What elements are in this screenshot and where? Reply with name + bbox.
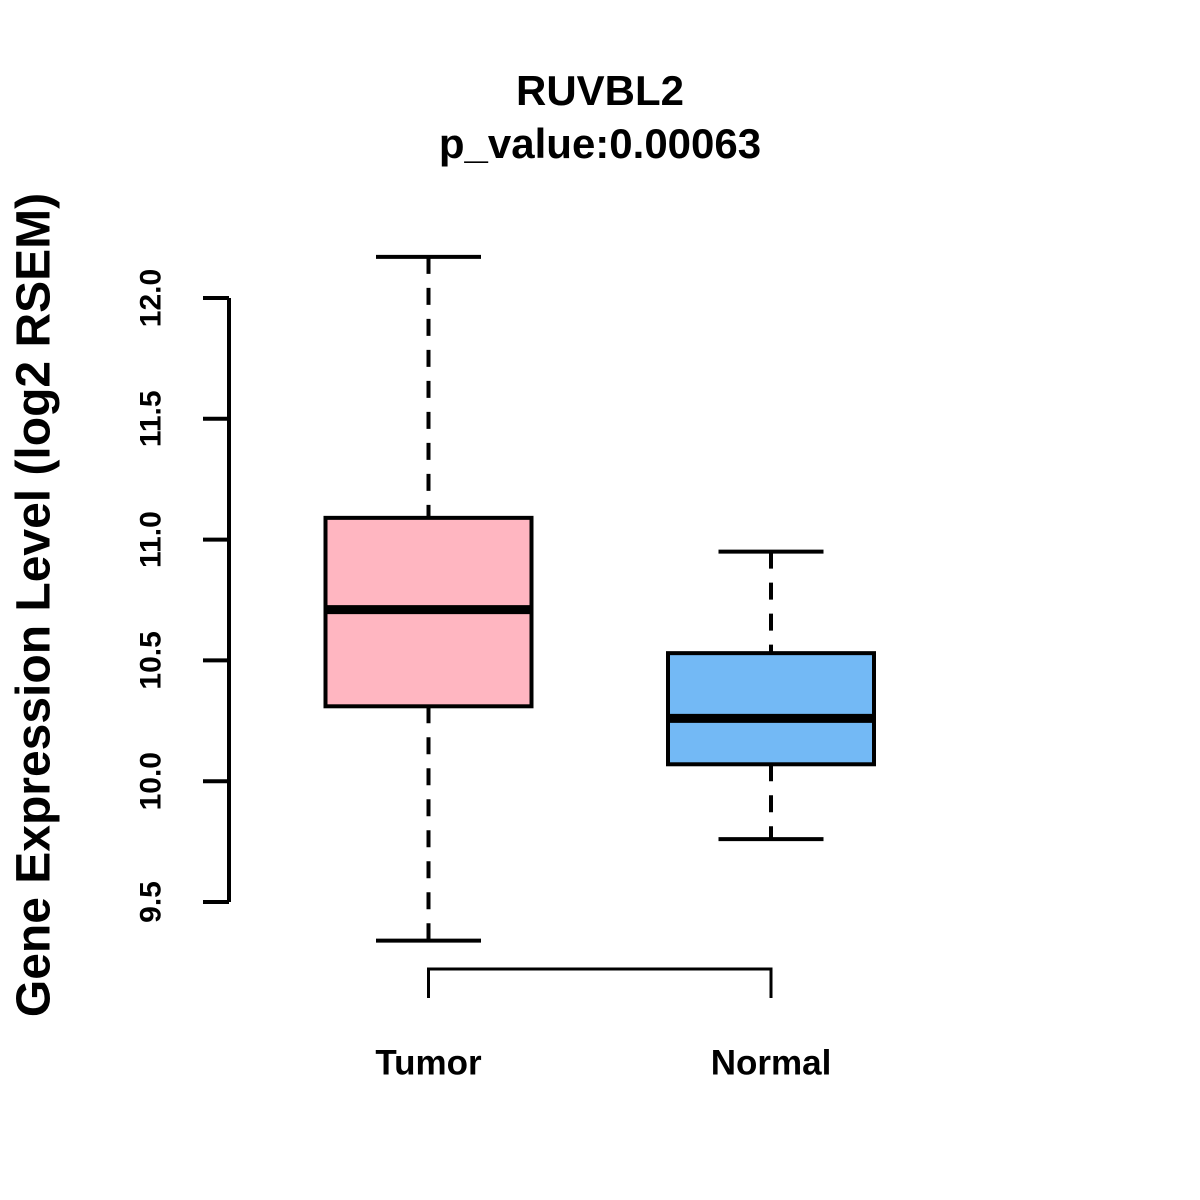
tumor-category-label: Tumor	[375, 1044, 482, 1083]
comparison-bracket	[427, 967, 773, 998]
y-axis-tick-label: 11.0	[135, 511, 168, 568]
y-axis-tick-label: 11.5	[135, 390, 168, 447]
y-axis-tick-label: 10.5	[135, 631, 168, 689]
y-axis-tick-label: 9.5	[135, 881, 168, 923]
y-axis-tick-label: 10.0	[135, 752, 168, 810]
y-axis-tick-label: 12.0	[135, 269, 168, 327]
normal-box	[666, 651, 876, 767]
normal-category-label: Normal	[711, 1044, 832, 1083]
chart-title: RUVBL2	[515, 67, 685, 114]
chart-subtitle: p_value:0.00063	[438, 120, 762, 167]
